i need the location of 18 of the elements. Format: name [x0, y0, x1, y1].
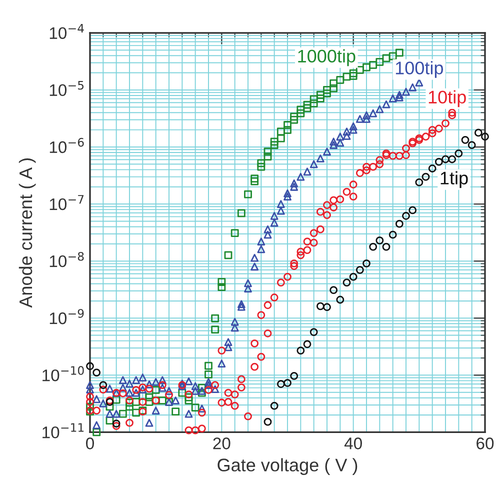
- series-label: 1tip: [440, 171, 468, 188]
- x-tick-label: 0: [86, 438, 94, 450]
- y-tick-label: 10$^{−9}$: [50, 309, 84, 324]
- x-tick-label: 60: [476, 438, 494, 450]
- y-axis-title: Anode current ( A ): [18, 158, 36, 308]
- series-label: 100tip: [396, 61, 444, 78]
- x-tick-label: 20: [213, 438, 230, 450]
- x-axis-title: Gate voltage ( V ): [218, 458, 358, 475]
- y-tick-label: 10$^{−7}$: [50, 195, 84, 210]
- y-tick-label: 10$^{−4}$: [50, 24, 84, 39]
- y-tick-label: 10$^{−8}$: [50, 252, 84, 268]
- y-tick-label: 10$^{−5}$: [50, 80, 84, 96]
- series-label: 1000tip: [298, 49, 356, 66]
- y-tick-label: 10$^{−11}$: [42, 423, 84, 438]
- x-tick-label: 40: [344, 438, 362, 450]
- y-tick-label: 10$^{−10}$: [42, 366, 84, 382]
- series-label: 10tip: [428, 90, 466, 108]
- y-tick-label: 10$^{−6}$: [50, 138, 84, 154]
